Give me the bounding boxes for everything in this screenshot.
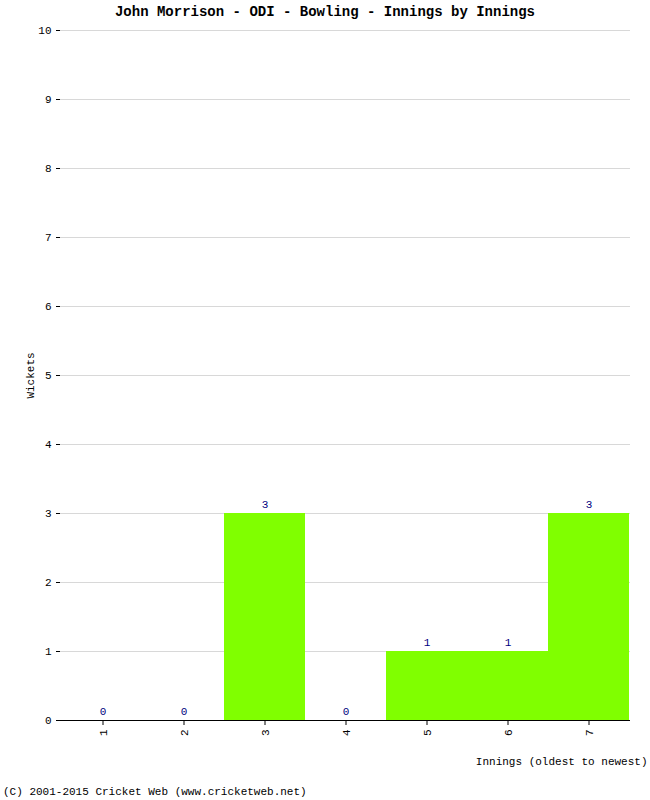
svg-text:0: 0 [343, 706, 350, 718]
svg-text:2: 2 [179, 730, 191, 737]
svg-text:0: 0 [45, 715, 52, 727]
svg-text:5: 5 [45, 370, 52, 382]
svg-text:1: 1 [98, 729, 110, 736]
svg-text:0: 0 [181, 706, 188, 718]
svg-text:6: 6 [503, 730, 515, 737]
html-text:(C) 2001-2015 Cricket Web (www: (C) 2001-2015 Cricket Web (www.cricketwe… [3, 786, 307, 798]
svg-text:2: 2 [45, 577, 52, 589]
svg-text:9: 9 [45, 94, 52, 106]
svg-text:3: 3 [45, 508, 52, 520]
svg-text:4: 4 [45, 439, 52, 451]
svg-text:Innings (oldest to newest): Innings (oldest to newest) [476, 756, 648, 768]
svg-text:1: 1 [424, 637, 431, 649]
svg-text:10: 10 [38, 25, 51, 37]
svg-text:0: 0 [100, 706, 107, 718]
svg-text:1: 1 [505, 637, 512, 649]
svg-text:8: 8 [45, 163, 52, 175]
svg-text:3: 3 [260, 730, 272, 737]
svg-text:Wickets: Wickets [25, 352, 37, 398]
svg-text:4: 4 [341, 729, 353, 736]
html-text:John Morrison - ODI - Bowling: John Morrison - ODI - Bowling - Innings … [115, 4, 535, 20]
svg-text:7: 7 [45, 232, 52, 244]
svg-text:6: 6 [45, 301, 52, 313]
svg-text:7: 7 [584, 730, 596, 737]
svg-text:3: 3 [262, 499, 269, 511]
svg-text:3: 3 [586, 499, 593, 511]
svg-text:1: 1 [45, 646, 52, 658]
svg-text:5: 5 [422, 730, 434, 737]
